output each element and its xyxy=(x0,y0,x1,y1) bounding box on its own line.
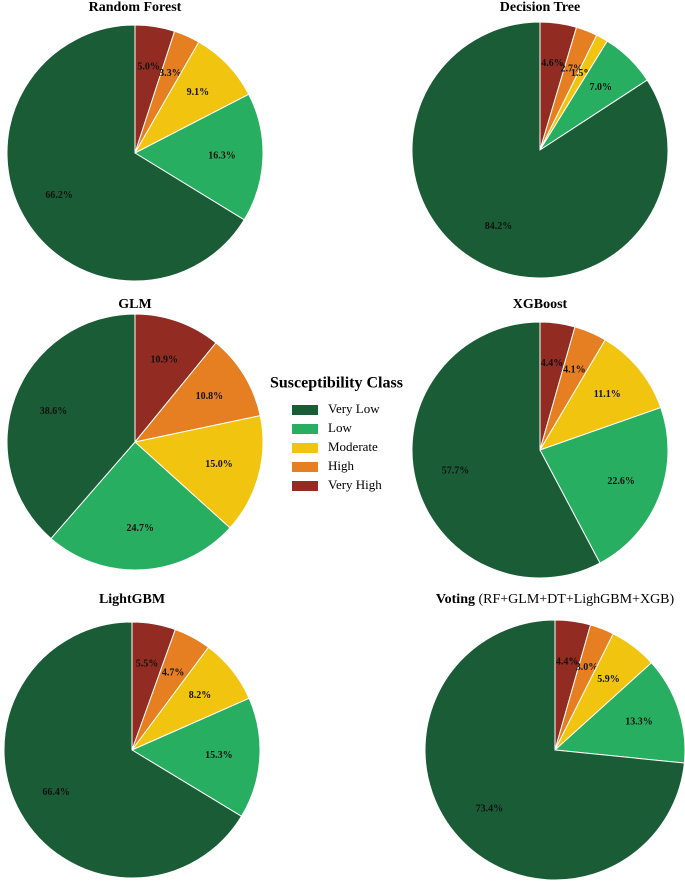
chart-title: LightGBM xyxy=(99,592,165,607)
pie-slice xyxy=(134,313,217,444)
value-label: 5.5% xyxy=(136,659,159,670)
value-label: 10.9% xyxy=(150,354,178,365)
value-label: 15.0% xyxy=(205,459,233,470)
chart-title-main: Voting xyxy=(436,592,475,607)
value-label: 3.3% xyxy=(159,68,182,79)
legend-swatch xyxy=(292,424,318,434)
pie-slice xyxy=(130,697,261,817)
value-label: 4.6% xyxy=(541,58,564,69)
chart-title: GLM xyxy=(118,297,151,312)
value-label: 5.0% xyxy=(137,61,160,72)
legend-swatch xyxy=(292,481,318,491)
value-label: 24.7% xyxy=(126,523,154,534)
value-label: 4.4% xyxy=(556,657,579,668)
pie-slice xyxy=(133,93,264,221)
pie-slice xyxy=(6,24,245,282)
value-label: 10.8% xyxy=(196,391,224,402)
value-label: 3.0% xyxy=(576,662,599,673)
value-label: 8.2% xyxy=(189,690,212,701)
value-label: 13.3% xyxy=(625,717,653,728)
chart-subtitle: (RF+GLM+DT+LighGBM+XGB) xyxy=(478,592,674,607)
pie-slice xyxy=(3,621,243,879)
value-label: 11.1% xyxy=(594,389,621,400)
value-label: 2.7% xyxy=(561,63,584,74)
legend-swatch xyxy=(292,462,318,472)
value-label: 57.7% xyxy=(442,465,470,476)
pie-slice xyxy=(133,342,261,443)
pie-slice xyxy=(539,406,669,564)
chart-title: Random Forest xyxy=(89,0,182,15)
value-label: 66.2% xyxy=(45,190,73,201)
pie-slice xyxy=(424,619,685,881)
value-label: 1.5% xyxy=(571,68,594,79)
value-label: 38.6% xyxy=(40,406,68,417)
pie-slice xyxy=(411,21,669,279)
value-label: 5.9% xyxy=(597,674,620,685)
pie-slice xyxy=(133,415,264,529)
pie-slice xyxy=(411,321,601,579)
legend-label: High xyxy=(328,458,355,473)
pie-slice xyxy=(538,339,662,451)
legend-label: Moderate xyxy=(328,439,378,454)
legend-swatch xyxy=(292,443,318,453)
chart-title: XGBoost xyxy=(513,297,568,312)
pie-slice xyxy=(50,441,231,571)
value-label: 9.1% xyxy=(187,87,210,98)
legend-swatch xyxy=(292,405,318,415)
value-label: 73.4% xyxy=(476,804,504,815)
chart-title: Voting (RF+GLM+DT+LighGBM+XGB) xyxy=(436,592,675,607)
chart-title: Decision Tree xyxy=(500,0,581,15)
legend-label: Very Low xyxy=(328,401,380,416)
pie-slice xyxy=(6,313,136,540)
value-label: 4.1% xyxy=(563,364,586,375)
value-label: 7.0% xyxy=(590,82,613,93)
legend-label: Low xyxy=(328,420,352,435)
legend-label: Very High xyxy=(328,477,382,492)
value-label: 22.6% xyxy=(607,476,635,487)
value-label: 4.4% xyxy=(541,358,564,369)
legend-title: Susceptibility Class xyxy=(270,375,403,392)
value-label: 16.3% xyxy=(208,150,236,161)
value-label: 84.2% xyxy=(485,221,513,232)
value-label: 15.3% xyxy=(205,750,233,761)
value-label: 4.7% xyxy=(162,668,185,679)
value-label: 66.4% xyxy=(42,787,70,798)
